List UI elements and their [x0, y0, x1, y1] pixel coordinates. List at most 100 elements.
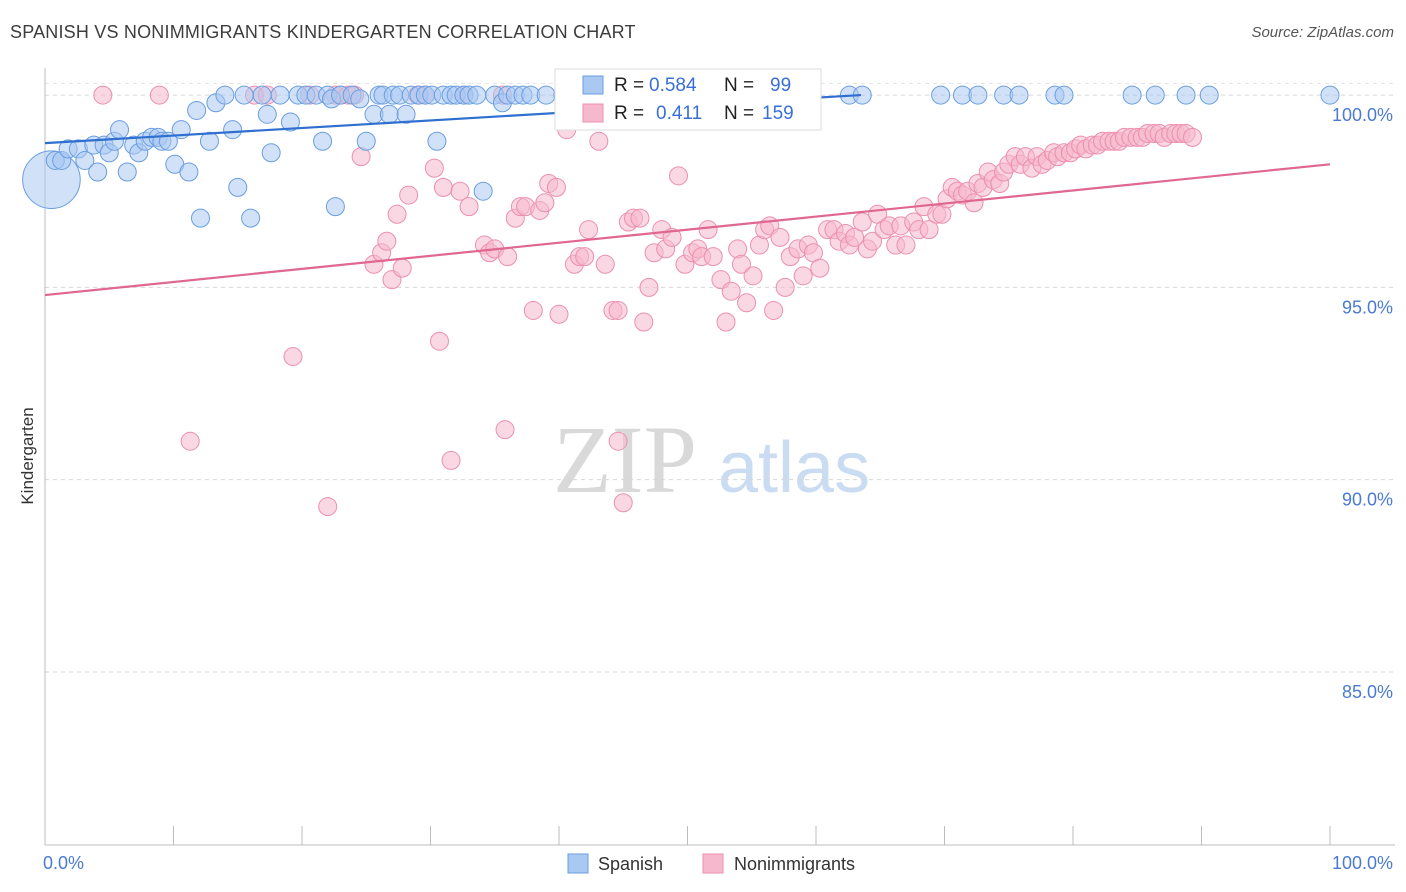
nonimmigrants-point — [919, 220, 939, 240]
legend-swatch-nonimmigrants — [702, 853, 724, 874]
spanish-point — [1320, 85, 1340, 105]
nonimmigrants-point — [498, 247, 518, 267]
nonimmigrants-point — [93, 85, 113, 105]
y-tick-label: 85.0% — [1342, 682, 1393, 702]
nonimmigrants-point — [703, 247, 723, 267]
y-tick-labels: 100.0% 95.0% 90.0% 85.0% — [1332, 105, 1393, 702]
spanish-point — [379, 104, 399, 124]
nonimmigrants-point — [589, 131, 609, 151]
spanish-point — [241, 208, 261, 228]
nonimmigrants-point — [793, 266, 813, 286]
y-axis-label: Kindergarten — [18, 407, 37, 504]
spanish-point — [215, 85, 235, 105]
stats-n-label-nonimmigrants: N = — [724, 103, 754, 124]
stats-n-label-spanish: N = — [724, 75, 754, 96]
spanish-point — [313, 131, 333, 151]
nonimmigrants-point — [495, 420, 515, 440]
x-tick-label-min: 0.0% — [43, 853, 84, 873]
nonimmigrants-point — [810, 258, 830, 278]
nonimmigrants-point — [149, 85, 169, 105]
nonimmigrants-point — [424, 158, 444, 178]
spanish-point — [325, 197, 345, 217]
legend-swatch-spanish — [567, 853, 589, 874]
nonimmigrants-point — [392, 258, 412, 278]
spanish-point — [187, 100, 207, 120]
spanish-point — [1122, 85, 1142, 105]
nonimmigrants-point — [613, 493, 633, 513]
spanish-point — [968, 85, 988, 105]
stats-r-value-nonimmigrants: 0.411 — [656, 103, 702, 124]
nonimmigrants-point — [630, 208, 650, 228]
spanish-point — [350, 89, 370, 109]
nonimmigrants-point — [896, 235, 916, 255]
spanish-point — [467, 85, 487, 105]
nonimmigrants-point — [399, 185, 419, 205]
spanish-point — [280, 112, 300, 132]
nonimmigrants-point — [716, 312, 736, 332]
nonimmigrants-point — [535, 193, 555, 213]
nonimmigrants-point — [429, 331, 449, 351]
nonimmigrants-point — [698, 220, 718, 240]
spanish-point — [473, 181, 493, 201]
nonimmigrants-point — [377, 231, 397, 251]
nonimmigrants-point — [283, 347, 303, 367]
nonimmigrants-point — [634, 312, 654, 332]
spanish-point — [75, 150, 95, 170]
nonimmigrants-point — [387, 204, 407, 224]
spanish-point — [261, 143, 281, 163]
nonimmigrants-point — [639, 277, 659, 297]
y-tick-label: 100.0% — [1332, 105, 1393, 125]
spanish-point — [252, 85, 272, 105]
stats-r-label-nonimmigrants: R = — [614, 103, 644, 124]
spanish-point — [117, 162, 137, 182]
nonimmigrants-point — [546, 177, 566, 197]
nonimmigrants-point — [737, 293, 757, 313]
legend-label-nonimmigrants: Nonimmigrants — [734, 854, 855, 874]
nonimmigrants-point — [549, 304, 569, 324]
spanish-point — [199, 131, 219, 151]
spanish-point — [1176, 85, 1196, 105]
spanish-point — [223, 120, 243, 140]
y-tick-label: 90.0% — [1342, 490, 1393, 510]
nonimmigrants-point — [669, 166, 689, 186]
stats-n-value-spanish: 99 — [770, 75, 791, 96]
stats-swatch-nonimmigrants — [582, 103, 604, 123]
x-tick-label-max: 100.0% — [1332, 853, 1393, 873]
spanish-point — [270, 85, 290, 105]
spanish-point — [190, 208, 210, 228]
chart-title: SPANISH VS NONIMMIGRANTS KINDERGARTEN CO… — [10, 22, 636, 42]
nonimmigrants-point — [662, 227, 682, 247]
watermark: ZIP atlas — [553, 406, 870, 513]
nonimmigrants-point — [770, 227, 790, 247]
nonimmigrants-point — [1183, 127, 1203, 147]
stats-swatch-spanish — [582, 75, 604, 95]
series-legend: Spanish Nonimmigrants — [567, 853, 855, 874]
nonimmigrants-point — [608, 431, 628, 451]
nonimmigrants-point — [595, 254, 615, 274]
grid — [45, 83, 1395, 673]
stats-r-value-spanish: 0.584 — [649, 75, 697, 96]
nonimmigrants-point — [433, 177, 453, 197]
nonimmigrants-point — [608, 300, 628, 320]
stats-legend: R = 0.584 N = 99 R = 0.411 N = 159 — [554, 68, 822, 131]
spanish-point — [427, 131, 447, 151]
nonimmigrants-point — [441, 450, 461, 470]
nonimmigrants-point — [523, 300, 543, 320]
stats-r-label-spanish: R = — [614, 75, 644, 96]
nonimmigrants-point — [731, 254, 751, 274]
nonimmigrants-point — [764, 300, 784, 320]
nonimmigrants-point — [459, 197, 479, 217]
nonimmigrants-point — [180, 431, 200, 451]
y-tick-label: 95.0% — [1342, 297, 1393, 317]
nonimmigrants-point — [863, 231, 883, 251]
spanish-point — [1009, 85, 1029, 105]
nonimmigrants-point — [775, 277, 795, 297]
nonimmigrants-point — [450, 181, 470, 201]
legend-label-spanish: Spanish — [598, 854, 663, 874]
x-tick-labels: 0.0% 100.0% — [43, 853, 1393, 873]
nonimmigrants-point — [964, 193, 984, 213]
spanish-point — [396, 104, 416, 124]
nonimmigrants-point — [845, 227, 865, 247]
spanish-point — [356, 131, 376, 151]
